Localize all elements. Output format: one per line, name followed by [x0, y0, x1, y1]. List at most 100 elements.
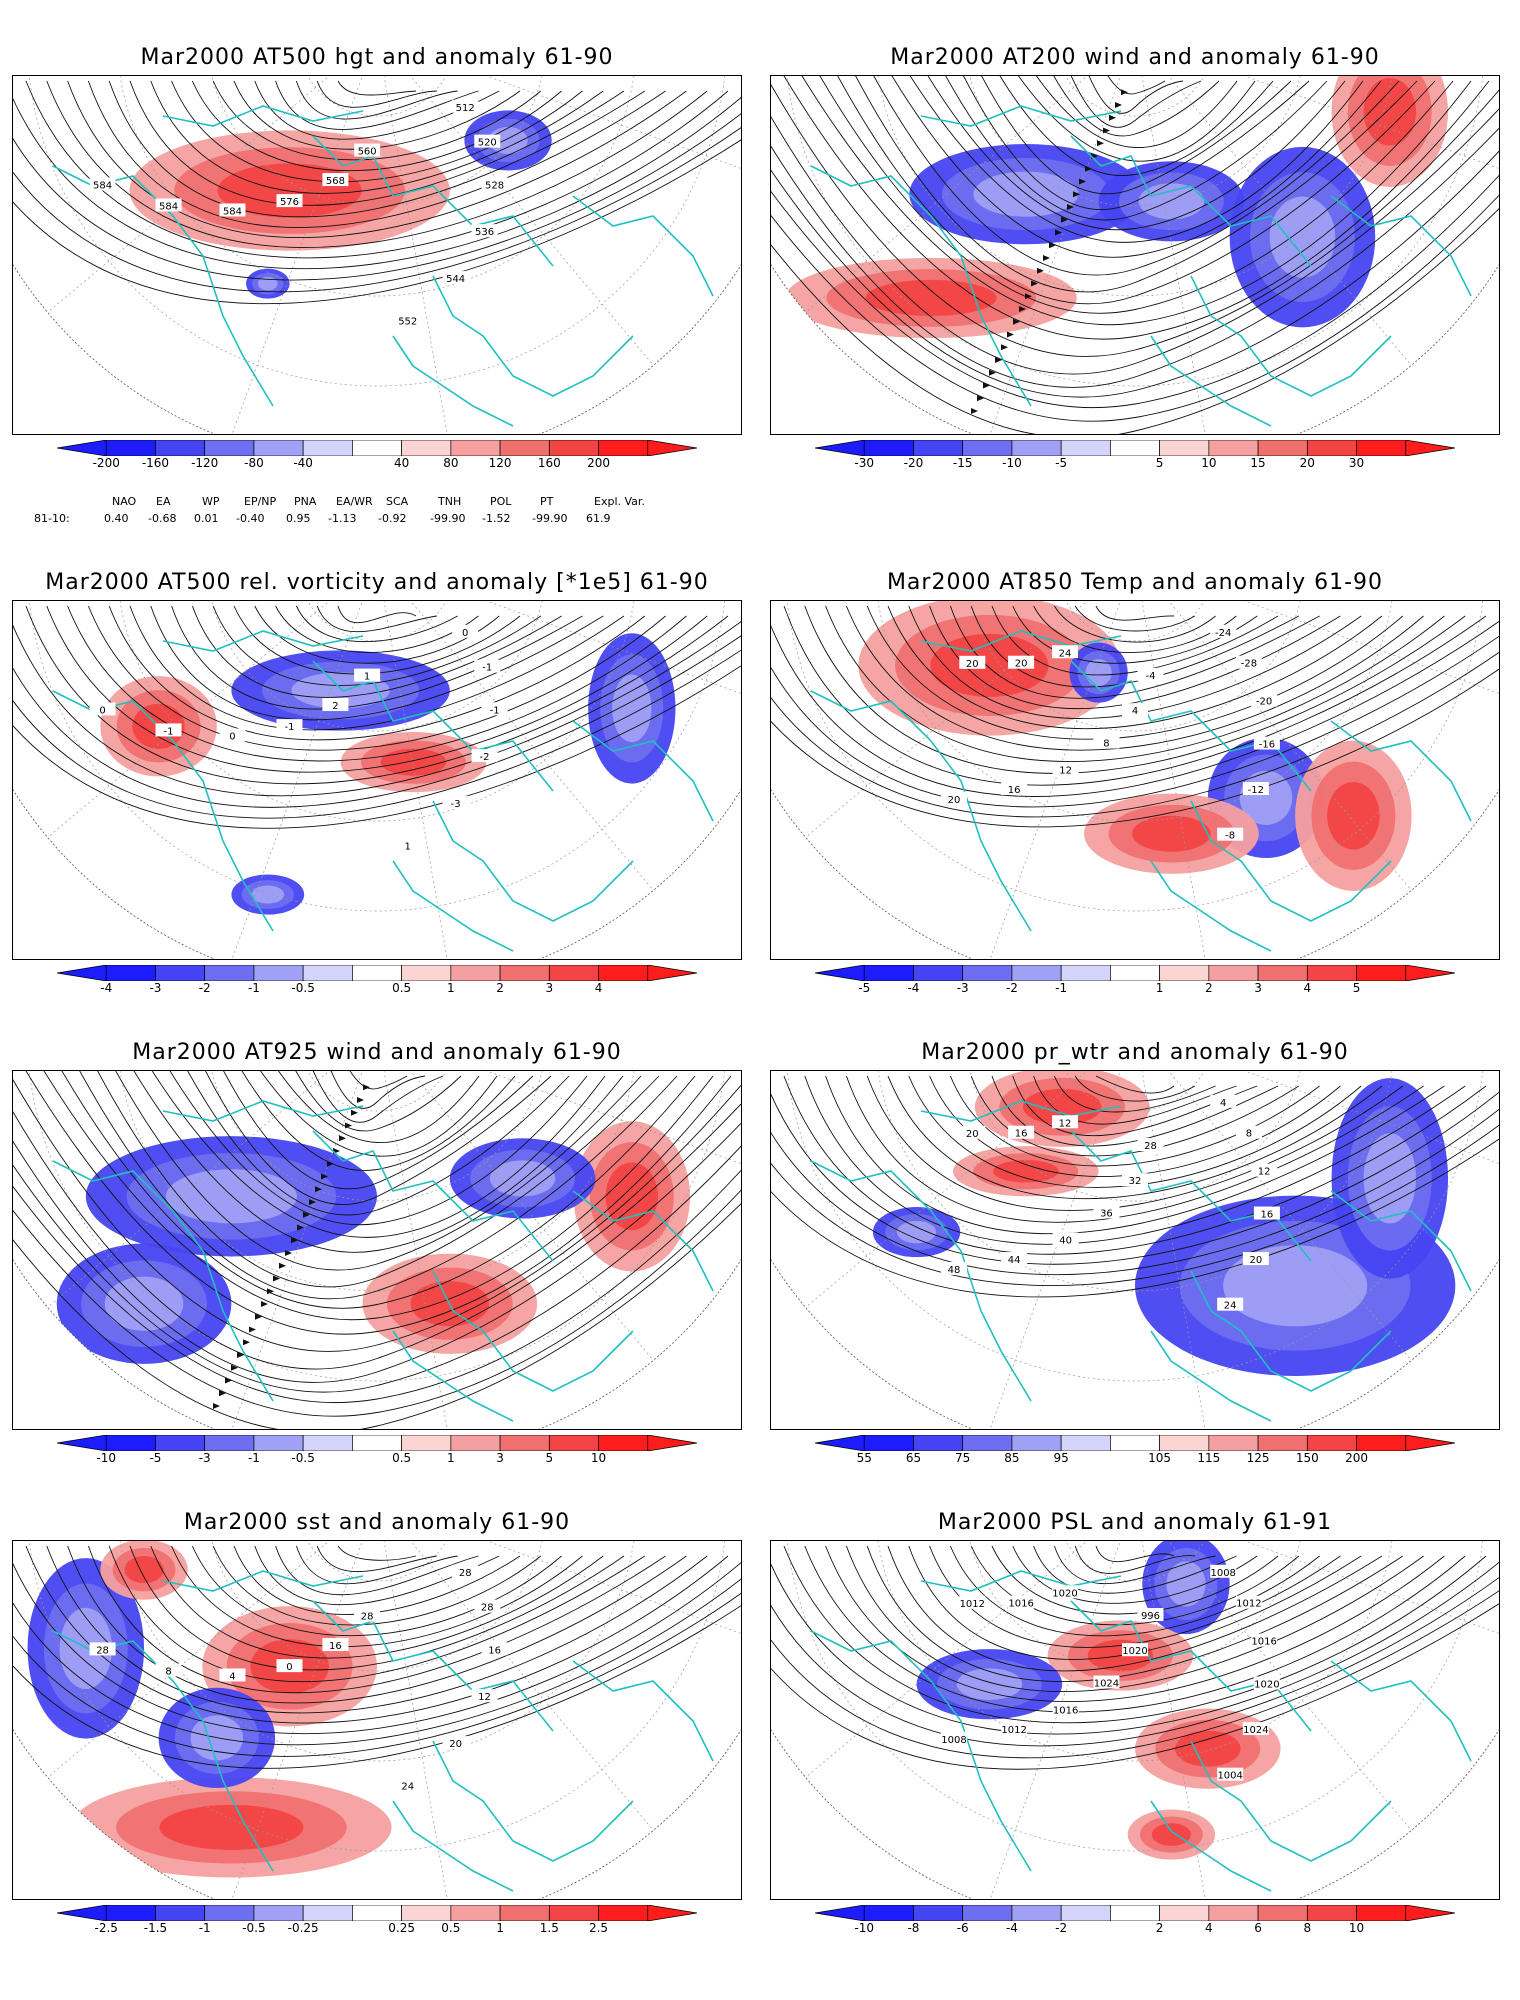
index-header: TNH: [438, 495, 462, 508]
positive-anomaly-region: [380, 748, 447, 776]
colorbar-tick-label: -4: [100, 981, 113, 995]
colorbar-swatch: [302, 1905, 353, 1921]
index-header: EP/NP: [244, 495, 277, 508]
colorbar-swatch: [548, 1905, 599, 1921]
colorbar-swatch: [204, 1905, 255, 1921]
contour-label: 20: [966, 659, 979, 670]
colorbar-tick-label: -2: [1055, 1921, 1068, 1935]
contour-label: -24: [1215, 628, 1231, 639]
colorbar: 55 65 75 85 95 105 115 125 150 200: [815, 1435, 1455, 1481]
index-value: -99.90: [430, 512, 466, 525]
coastline: [920, 105, 1122, 127]
colorbar-tick-label: -3: [956, 981, 969, 995]
map-canvas: 1008 1012 1016 1020 1024 1004 996 1020 1024 1016 1…: [771, 1541, 1499, 1899]
panel-title: Mar2000 AT200 wind and anomaly 61-90: [890, 45, 1380, 70]
contour-label: 544: [446, 274, 465, 285]
colorbar-tick-label: -1: [247, 981, 260, 995]
coastline: [1070, 135, 1312, 267]
colorbar-tick-label: 150: [1295, 1451, 1319, 1465]
negative-anomaly-region: [1166, 1561, 1206, 1607]
polar-map: -24 -28 -20 -16 -12 -8 -4 4 8 12 16 20 24 20 20: [770, 600, 1500, 960]
index-value: -1.13: [328, 512, 357, 525]
contour-label: 1012: [1236, 1599, 1261, 1610]
colorbar-tick-label: 2: [496, 981, 504, 995]
colorbar-tick-label: -6: [956, 1921, 969, 1935]
colorbar-swatch: [401, 1435, 452, 1451]
colorbar-tick-label: -80: [244, 456, 264, 470]
colorbar-tick-label: 5: [545, 1451, 554, 1465]
contour-label: 1020: [1052, 1588, 1077, 1599]
contour-label: 28: [459, 1568, 472, 1579]
colorbar-tick-label: 2: [1205, 981, 1213, 995]
coastline: [1330, 195, 1472, 297]
contour-label: 2: [332, 701, 338, 712]
colorbar-tick-label: 0.5: [441, 1921, 461, 1935]
polar-map: 28 28 16 12 20 24 28 16 0 4 8 28: [12, 1540, 742, 1900]
colorbar-tick-label: -40: [293, 456, 313, 470]
colorbar-swatch: [1159, 965, 1210, 981]
colorbar-tick-label: 80: [443, 456, 459, 470]
colorbar-swatch: [1257, 965, 1308, 981]
colorbar-swatch: [1356, 1905, 1407, 1921]
colorbar-swatch: [1208, 1435, 1259, 1451]
polar-map: 0 -1 -1 -2 -3 1 1 2 -1 0 -1 0: [12, 600, 742, 960]
coastline: [312, 1600, 554, 1732]
colorbar-swatch: [352, 965, 402, 981]
map-panel: Mar2000 AT850 Temp and anomaly 61-90 -24-…: [770, 570, 1500, 1060]
contour-label: -4: [1145, 671, 1155, 682]
negative-anomaly-region: [1223, 1245, 1368, 1327]
colorbar-swatch: [1208, 965, 1259, 981]
polar-map: 4 8 12 16 20 24 28 32 36 40 44 48 12 16 20: [770, 1070, 1500, 1430]
coastline: [1190, 800, 1392, 922]
coastline: [392, 335, 514, 427]
colorbar-swatch: [253, 1435, 304, 1451]
map-panel: Mar2000 sst and anomaly 61-90 28 28 16 12 20 2…: [12, 1510, 742, 2000]
positive-anomaly-region: [930, 633, 1049, 698]
colorbar: -10 -5 -3 -1 -0.5 0.5 1 3 5 10: [57, 1435, 697, 1481]
contour-label: 16: [488, 1645, 501, 1656]
colorbar-tick-label: 15: [1250, 456, 1266, 470]
colorbar-swatch: [598, 965, 649, 981]
coastline: [52, 1160, 274, 1402]
colorbar-swatch: [253, 1905, 304, 1921]
colorbar-swatch: [1356, 965, 1407, 981]
negative-anomaly-region: [1363, 1133, 1417, 1224]
colorbar-tick-label: 20: [1299, 456, 1315, 470]
panel-title: Mar2000 AT500 hgt and anomaly 61-90: [140, 45, 614, 70]
contour-label: 528: [485, 180, 504, 191]
coastline: [1330, 1660, 1472, 1762]
panel-title: Mar2000 AT850 Temp and anomaly 61-90: [886, 570, 1384, 595]
contour-label: 28: [96, 1645, 109, 1656]
colorbar-tick-label: -3: [149, 981, 162, 995]
colorbar-tick-label: 3: [1254, 981, 1262, 995]
colorbar-swatch: [962, 965, 1013, 981]
colorbar-swatch: [450, 1905, 501, 1921]
coastline: [920, 630, 1122, 652]
colorbar-swatch: [155, 1905, 206, 1921]
coastline: [810, 165, 1032, 407]
colorbar-swatch: [155, 440, 206, 456]
colorbar-tick-label: 10: [1201, 456, 1217, 470]
colorbar-swatch: [155, 1435, 206, 1451]
colorbar-swatch: [253, 965, 304, 981]
colorbar-swatch: [450, 1435, 501, 1451]
contour-label: -1: [490, 705, 500, 716]
contour-label: 1008: [1210, 1568, 1235, 1579]
colorbar-tick-label: 120: [488, 456, 512, 470]
coastline: [312, 135, 554, 267]
colorbar-swatch: [548, 1435, 599, 1451]
index-value: -99.90: [532, 512, 568, 525]
contour-label: -12: [1248, 785, 1264, 796]
colorbar-swatch: [401, 1905, 452, 1921]
colorbar-swatch: [598, 1435, 649, 1451]
contour-label: 16: [329, 1641, 342, 1652]
colorbar-swatch: [499, 1435, 550, 1451]
contour-label: 20: [1249, 1255, 1262, 1266]
index-header: SCA: [386, 495, 409, 508]
colorbar-tick-label: 65: [905, 1451, 922, 1465]
negative-anomaly-region: [257, 276, 278, 291]
colorbar-swatch: [450, 440, 501, 456]
colorbar-tick-label: 1: [496, 1921, 504, 1935]
negative-anomaly-region: [896, 1220, 937, 1244]
